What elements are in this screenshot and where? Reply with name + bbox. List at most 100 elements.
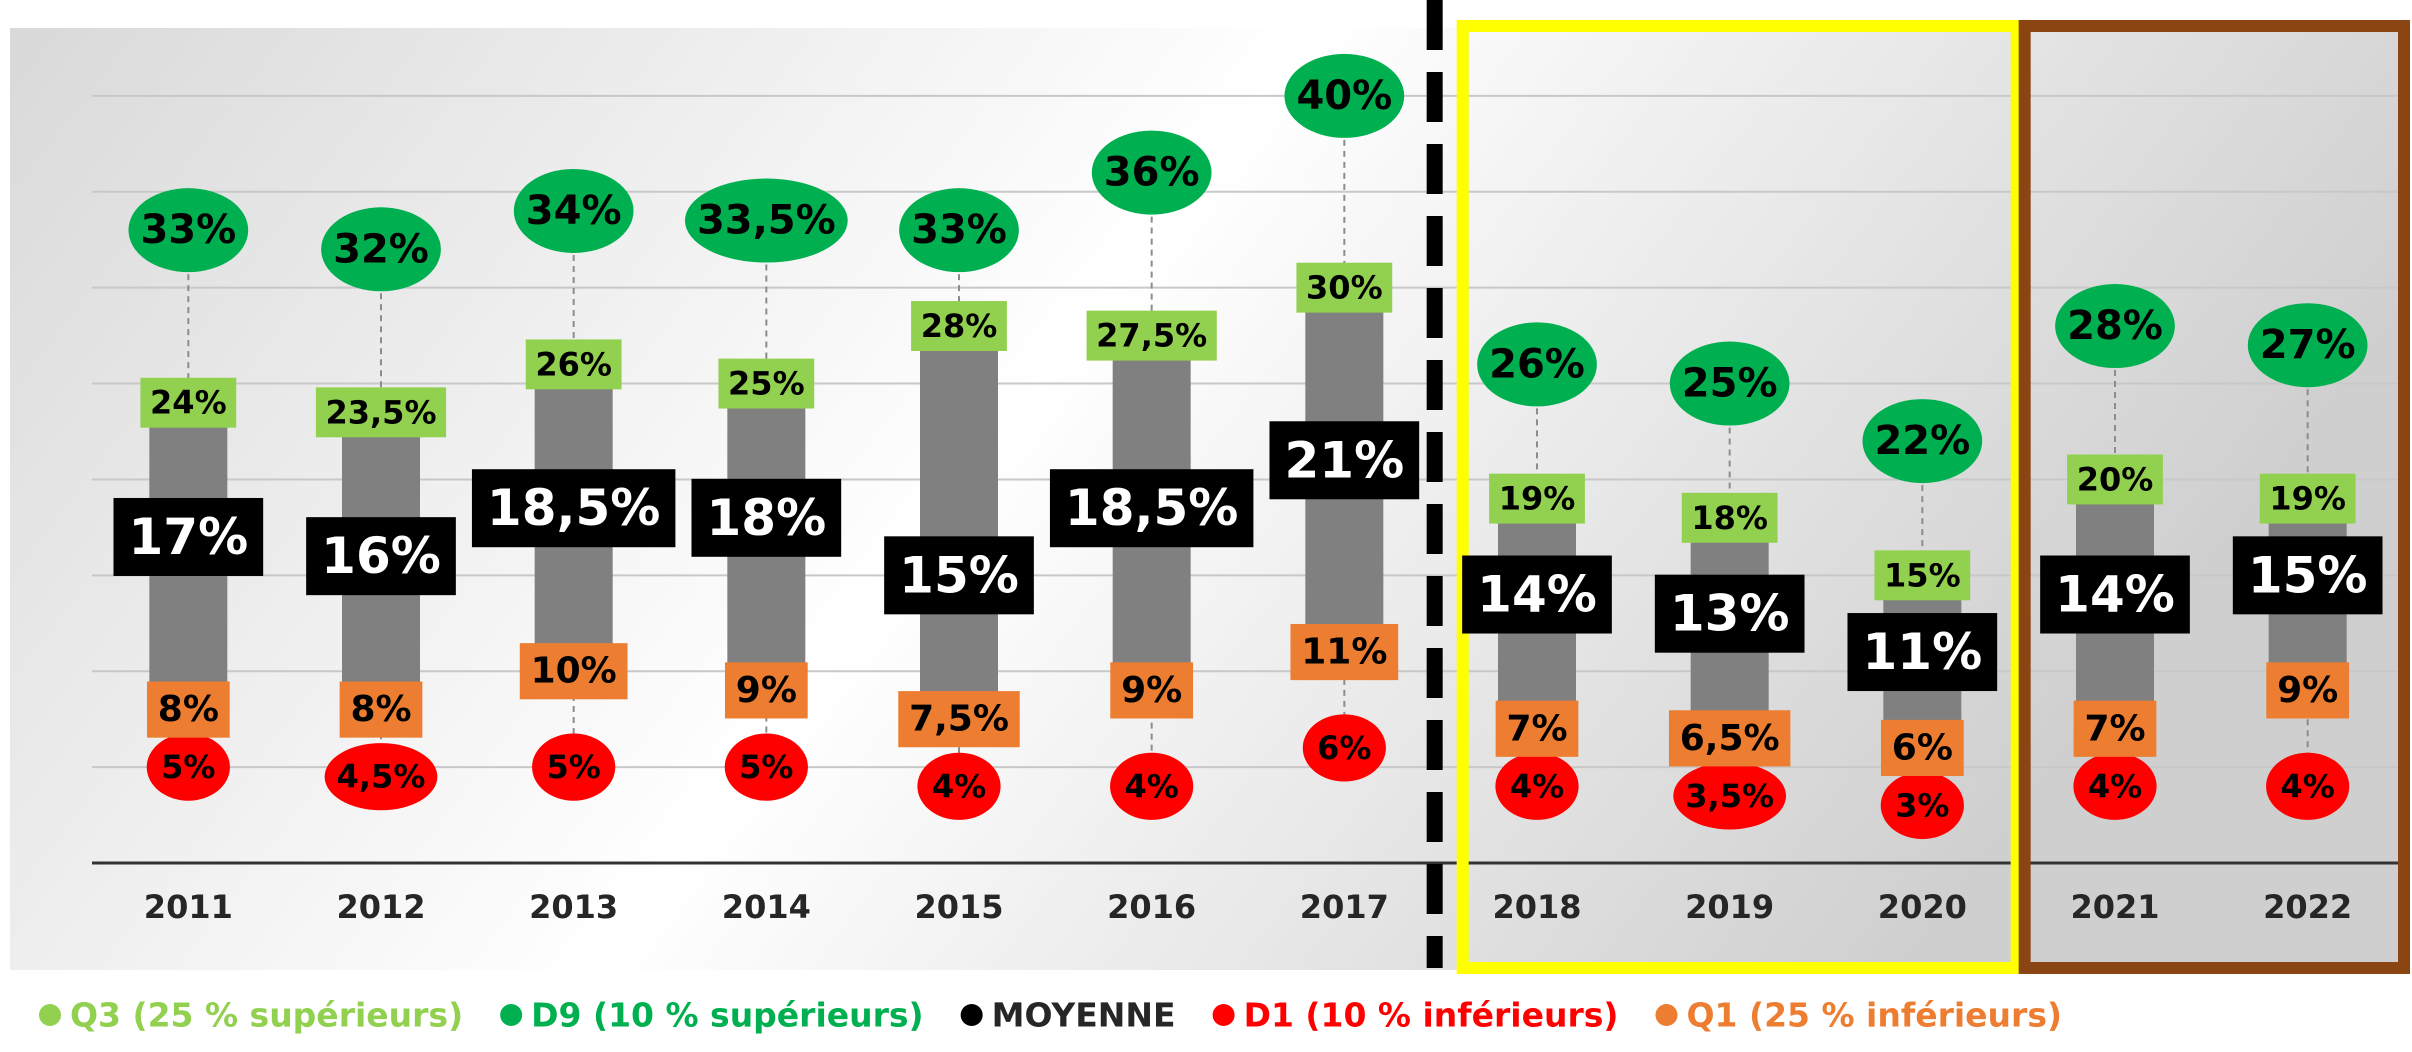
data-label: 18,5% [487,479,660,537]
data-label: 9% [2277,670,2338,711]
data-marker [532,733,616,801]
data-marker [519,643,628,700]
data-label: 25% [728,365,805,403]
data-marker [1862,399,1983,484]
data-marker [2073,752,2157,820]
data-marker [1091,130,1212,215]
data-marker [2266,752,2350,820]
data-marker [1673,762,1787,830]
data-marker [1847,613,1998,692]
data-label: 7,5% [909,699,1009,740]
data-marker [917,752,1001,820]
data-label: 32% [333,226,429,272]
legend-marker [500,1004,523,1026]
data-marker [2232,536,2383,615]
data-label: 28% [2067,303,2163,349]
data-label: 28% [921,307,998,345]
x-tick-label: 2021 [2070,888,2159,926]
data-label: 23,5% [325,393,436,431]
x-tick-label: 2019 [1685,888,1774,926]
data-marker [2073,700,2157,757]
data-marker [684,178,848,263]
data-marker [128,188,249,273]
data-marker [884,536,1034,615]
data-marker [1269,421,1420,500]
data-marker [315,387,447,438]
x-tick-label: 2014 [722,888,811,926]
data-marker [1302,714,1386,782]
group-box [2018,20,2410,974]
data-marker [1874,550,1971,601]
data-label: 5% [739,748,793,786]
data-label: 25% [1682,361,1778,407]
data-label: 14% [2055,566,2175,624]
legend-marker [1655,1004,1678,1026]
x-tick-label: 2015 [914,888,1003,926]
data-marker [1086,310,1217,361]
data-marker [1654,574,1805,653]
legend-marker [960,1004,983,1026]
data-label: 4,5% [337,758,426,796]
data-label: 34% [526,188,622,234]
data-marker [146,681,230,738]
legend-marker [1212,1004,1235,1026]
group-box [1456,20,2023,974]
data-label: 33,5% [697,198,836,244]
data-label: 6% [1317,729,1371,767]
data-marker [899,188,1019,273]
x-tick-label: 2018 [1492,888,1581,926]
data-label: 6,5% [1680,718,1780,759]
data-marker [911,301,1007,351]
data-label: 4% [1125,767,1179,805]
data-marker [1110,662,1194,719]
data-label: 4% [2281,767,2335,805]
data-marker [339,681,423,738]
data-label: 14% [1477,566,1597,624]
data-marker [1669,341,1790,426]
data-label: 3% [1895,786,1949,824]
legend-label: D1 (10 % inférieurs) [1244,996,1619,1035]
data-marker [1284,53,1405,138]
x-tick-label: 2022 [2263,888,2352,926]
data-label: 11% [1862,623,1982,681]
data-label: 10% [531,651,617,692]
data-label: 24% [150,384,227,422]
data-label: 21% [1284,431,1404,489]
data-label: 15% [2248,546,2368,604]
data-marker [1462,555,1612,634]
data-label: 4% [932,767,986,805]
data-marker [1290,623,1399,681]
data-label: 40% [1296,73,1392,119]
data-marker [724,662,808,719]
data-label: 19% [1499,480,1576,518]
data-marker [2055,284,2175,369]
data-marker [324,743,438,811]
data-marker [146,733,230,801]
legend-marker [39,1004,61,1026]
data-marker [1049,469,1254,548]
data-marker [2259,473,2356,524]
data-label: 18% [1691,499,1768,537]
data-label: 33% [140,207,236,253]
data-label: 22% [1874,418,1970,464]
data-label: 4% [1510,767,1564,805]
data-label: 4% [2088,767,2142,805]
data-marker [2040,555,2190,634]
data-label: 16% [321,527,441,585]
data-label: 26% [1489,341,1585,387]
legend-label: Q3 (25 % supérieurs) [70,996,463,1035]
data-label: 11% [1301,632,1387,673]
data-label: 5% [547,748,601,786]
data-marker [1495,700,1579,757]
data-label: 3,5% [1685,777,1774,815]
x-tick-label: 2011 [144,888,233,926]
data-label: 36% [1104,150,1200,196]
data-marker [2266,662,2350,719]
data-label: 18,5% [1065,479,1238,537]
data-label: 8% [158,689,219,730]
range-bar [920,326,998,720]
data-label: 26% [535,345,612,383]
data-marker [1681,492,1778,543]
data-label: 7% [2084,708,2145,749]
